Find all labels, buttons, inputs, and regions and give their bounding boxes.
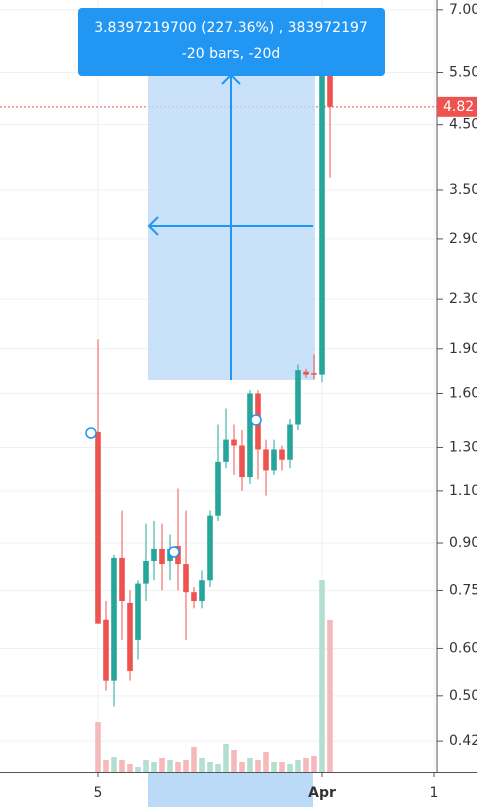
candle-body	[287, 424, 293, 460]
candle-body	[103, 619, 109, 681]
x-tick-label: Apr	[308, 785, 336, 801]
volume-bar	[327, 620, 333, 772]
volume-bar	[231, 750, 237, 772]
candle-body	[271, 449, 277, 471]
candle-body	[183, 564, 189, 593]
candle-body	[231, 439, 237, 446]
volume-bar	[303, 758, 309, 772]
volume-bar	[223, 744, 229, 772]
tooltip-text: 3.8397219700 (227.36%) , 383972197	[94, 20, 368, 36]
candle-body	[239, 445, 245, 478]
candle-body	[135, 583, 141, 640]
volume-bar	[215, 764, 221, 772]
candle-body	[319, 54, 325, 375]
event-marker[interactable]	[85, 427, 97, 439]
y-tick-label: 1.10	[449, 483, 477, 499]
candle-body	[311, 373, 317, 375]
y-tick-label: 3.50	[449, 182, 477, 198]
last-price-label: 4.82	[443, 99, 474, 115]
y-tick-label: 0.50	[449, 688, 477, 704]
time-range-highlight	[148, 773, 313, 807]
y-tick-label: 2.30	[449, 291, 477, 307]
candle-body	[327, 69, 333, 107]
y-tick-label: 4.50	[449, 117, 477, 133]
price-axis	[437, 0, 477, 807]
volume-bar	[255, 760, 261, 772]
volume-bar	[191, 747, 197, 772]
candle-body	[247, 393, 253, 478]
volume-bar	[95, 722, 101, 772]
event-markers	[85, 414, 262, 558]
candles	[95, 39, 333, 707]
candle-body	[119, 557, 125, 602]
candle-body	[279, 449, 285, 460]
volume-bar	[111, 757, 117, 772]
volume-bar	[143, 760, 149, 772]
candle-body	[143, 560, 149, 584]
volume-bar	[239, 762, 245, 772]
volume-bar	[175, 762, 181, 772]
axes: 7.00 5.50 4.50 3.50 2.90 2.30 1.90 1.60 1.30 1.10…	[94, 2, 477, 801]
volume-bar	[183, 760, 189, 772]
volume-bar	[311, 756, 317, 772]
volume-bar	[135, 767, 141, 772]
candle-body	[263, 449, 269, 471]
candle-body	[95, 431, 101, 624]
y-tick-label: 0.75	[449, 582, 477, 598]
volume-bar	[279, 762, 285, 772]
y-tick-label: 0.90	[449, 535, 477, 551]
volume-bar	[287, 764, 293, 772]
volume-bar	[199, 758, 205, 772]
volume-bar	[319, 580, 325, 772]
candle-body	[303, 371, 309, 375]
event-marker[interactable]	[250, 414, 262, 426]
last-price-box	[437, 96, 477, 117]
y-tick-label: 5.50	[449, 65, 477, 81]
arrow-head	[147, 216, 159, 236]
event-marker[interactable]	[168, 546, 180, 558]
volume-bar	[263, 752, 269, 772]
tooltip-text: -20 bars, -20d	[182, 46, 281, 62]
candle-body	[199, 580, 205, 602]
volume-bar	[167, 760, 173, 772]
y-tick-label: 7.00	[449, 2, 477, 18]
y-tick-label: 1.30	[449, 439, 477, 455]
measure-tooltip	[78, 8, 385, 76]
volume-bar	[295, 760, 301, 772]
candle-body	[159, 548, 165, 565]
candle-body	[215, 461, 221, 516]
candle-body	[223, 439, 229, 462]
x-tick-label: 5	[94, 785, 103, 801]
volume	[95, 580, 333, 772]
candle-body	[111, 557, 117, 681]
volume-bar	[103, 760, 109, 772]
y-tick-label: 0.42	[449, 733, 477, 749]
candle-body	[191, 592, 197, 602]
y-tick-label: 2.90	[449, 231, 477, 247]
candle-body	[151, 548, 157, 561]
candle-body	[295, 370, 301, 425]
y-tick-label: 0.60	[449, 640, 477, 656]
volume-bar	[271, 762, 277, 772]
y-tick-label: 1.90	[449, 341, 477, 357]
volume-bar	[159, 758, 165, 772]
candle-body	[207, 515, 213, 581]
measure-arrows	[147, 73, 313, 380]
volume-bar	[119, 760, 125, 772]
x-tick-label: 1	[430, 785, 439, 801]
volume-bar	[207, 762, 213, 772]
y-tick-label: 1.60	[449, 385, 477, 401]
volume-bar	[247, 758, 253, 772]
volume-bar	[151, 762, 157, 772]
volume-bar	[127, 764, 133, 772]
candle-body	[127, 602, 133, 672]
